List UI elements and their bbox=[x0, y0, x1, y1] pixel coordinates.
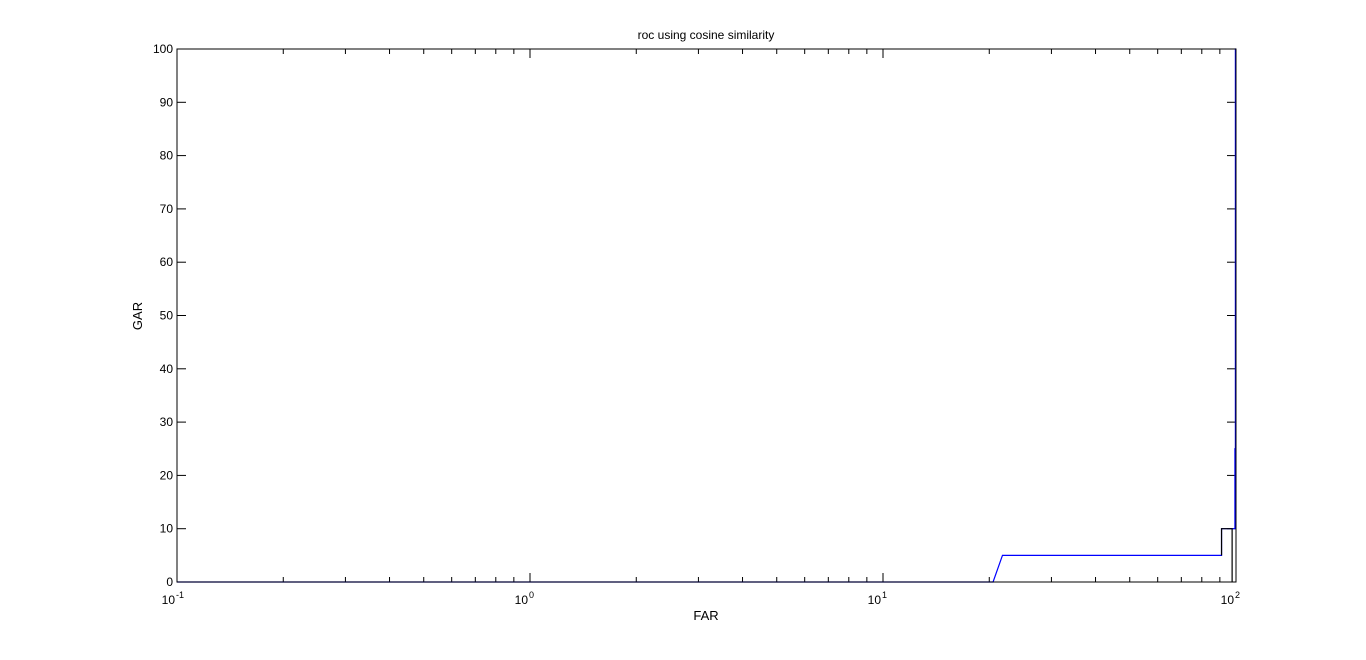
y-tick-label: 20 bbox=[160, 468, 174, 482]
y-tick-label: 10 bbox=[160, 522, 174, 536]
plot-area-frame bbox=[176, 48, 1237, 583]
y-tick-label: 40 bbox=[160, 362, 174, 376]
x-tick-label: 10 -1 bbox=[162, 590, 184, 607]
series-layer bbox=[177, 48, 1236, 583]
ticks-layer bbox=[176, 48, 1237, 583]
series-line-1 bbox=[177, 48, 1236, 583]
chart-title: roc using cosine similarity bbox=[638, 28, 775, 42]
x-tick-label-exponent: 1 bbox=[882, 590, 887, 600]
y-tick-label: 80 bbox=[160, 149, 174, 163]
x-tick-label-base: 10 bbox=[162, 593, 176, 607]
y-tick-label: 70 bbox=[160, 202, 174, 216]
x-tick-label-base: 10 bbox=[868, 593, 882, 607]
y-tick-label: 90 bbox=[160, 95, 174, 109]
x-tick-label-exponent: 2 bbox=[1235, 590, 1240, 600]
x-tick-label-base: 10 bbox=[515, 593, 529, 607]
y-tick-label: 30 bbox=[160, 415, 174, 429]
y-tick-label: 0 bbox=[166, 575, 173, 589]
x-tick-label-exponent: -1 bbox=[176, 590, 184, 600]
x-tick-label-exponent: 0 bbox=[529, 590, 534, 600]
y-tick-label: 50 bbox=[160, 309, 174, 323]
x-tick-label: 10 2 bbox=[1221, 590, 1240, 607]
y-axis-label: GAR bbox=[130, 302, 145, 330]
y-tick-label: 100 bbox=[153, 42, 173, 56]
x-tick-label: 10 0 bbox=[515, 590, 534, 607]
series-line-2 bbox=[1220, 528, 1233, 582]
x-tick-label: 10 1 bbox=[868, 590, 887, 607]
y-tick-label: 60 bbox=[160, 255, 174, 269]
x-axis-label: FAR bbox=[693, 608, 718, 623]
x-tick-label-base: 10 bbox=[1221, 593, 1235, 607]
